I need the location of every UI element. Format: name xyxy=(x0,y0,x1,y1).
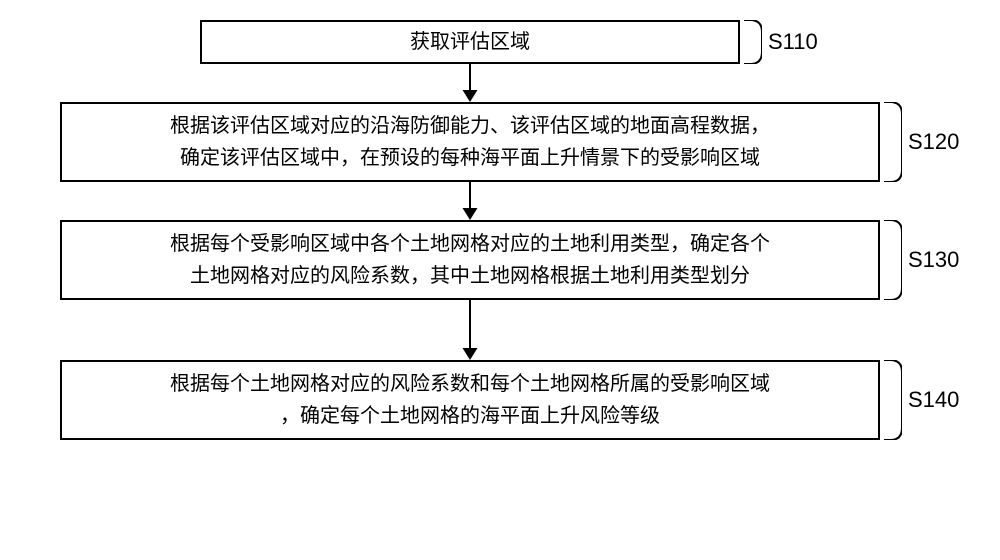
step-bracket xyxy=(744,20,762,64)
flow-step-s110: 获取评估区域 S110 xyxy=(40,20,960,64)
step-box: 获取评估区域 xyxy=(200,20,740,64)
flow-arrow xyxy=(40,182,960,220)
step-box: 根据每个受影响区域中各个土地网格对应的土地利用类型，确定各个 土地网格对应的风险… xyxy=(60,220,880,300)
step-label: S140 xyxy=(908,387,959,413)
flow-step-s120: 根据该评估区域对应的沿海防御能力、该评估区域的地面高程数据， 确定该评估区域中，… xyxy=(40,102,960,182)
step-box: 根据该评估区域对应的沿海防御能力、该评估区域的地面高程数据， 确定该评估区域中，… xyxy=(60,102,880,182)
flow-step-s130: 根据每个受影响区域中各个土地网格对应的土地利用类型，确定各个 土地网格对应的风险… xyxy=(40,220,960,300)
step-label: S120 xyxy=(908,129,959,155)
flowchart-container: 获取评估区域 S110 根据该评估区域对应的沿海防御能力、该评估区域的地面高程数据，… xyxy=(40,20,960,440)
step-bracket xyxy=(884,360,902,440)
flow-arrow xyxy=(40,300,960,360)
step-bracket xyxy=(884,102,902,182)
step-bracket xyxy=(884,220,902,300)
step-box: 根据每个土地网格对应的风险系数和每个土地网格所属的受影响区域 ，确定每个土地网格… xyxy=(60,360,880,440)
step-label: S130 xyxy=(908,247,959,273)
step-label: S110 xyxy=(768,29,818,55)
flow-arrow xyxy=(40,64,960,102)
flow-step-s140: 根据每个土地网格对应的风险系数和每个土地网格所属的受影响区域 ，确定每个土地网格… xyxy=(40,360,960,440)
